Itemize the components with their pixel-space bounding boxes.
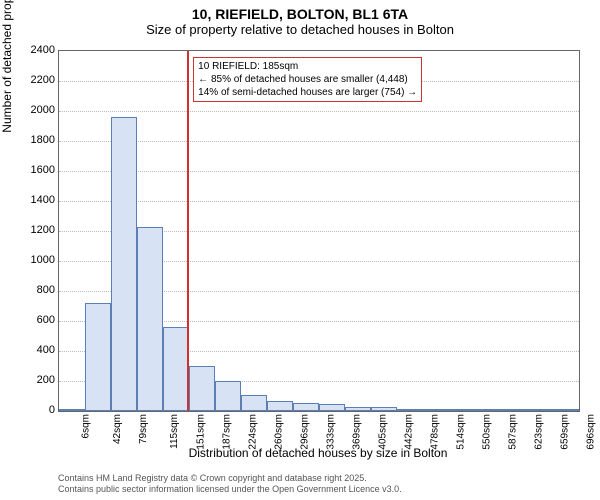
gridline — [59, 201, 579, 202]
x-tick-label: 296sqm — [300, 414, 311, 450]
x-tick-label: 333sqm — [326, 414, 337, 450]
histogram-bar — [449, 409, 475, 411]
y-tick-label: 1800 — [15, 134, 55, 146]
histogram-bar — [397, 409, 423, 411]
plot-area: 10 RIEFIELD: 185sqm← 85% of detached hou… — [58, 50, 580, 412]
histogram-bar — [553, 409, 579, 411]
footer-line-2: Contains public sector information licen… — [58, 484, 402, 496]
x-tick-label: 514sqm — [456, 414, 467, 450]
gridline — [59, 111, 579, 112]
x-tick-label: 587sqm — [508, 414, 519, 450]
y-tick-label: 600 — [15, 314, 55, 326]
histogram-bar — [267, 401, 293, 412]
x-tick-label: 478sqm — [430, 414, 441, 450]
y-tick-label: 2200 — [15, 74, 55, 86]
chart-title-main: 10, RIEFIELD, BOLTON, BL1 6TA — [0, 0, 600, 22]
y-tick-label: 0 — [15, 404, 55, 416]
y-tick-label: 200 — [15, 374, 55, 386]
x-tick-label: 260sqm — [274, 414, 285, 450]
x-tick-label: 369sqm — [352, 414, 363, 450]
footer-line-1: Contains HM Land Registry data © Crown c… — [58, 473, 402, 485]
x-tick-label: 187sqm — [222, 414, 233, 450]
histogram-bar — [527, 409, 553, 411]
y-tick-label: 1200 — [15, 224, 55, 236]
gridline — [59, 141, 579, 142]
x-tick-label: 696sqm — [586, 414, 597, 450]
footer-text: Contains HM Land Registry data © Crown c… — [58, 473, 402, 496]
y-tick-label: 400 — [15, 344, 55, 356]
histogram-bar — [163, 327, 189, 411]
annotation-box: 10 RIEFIELD: 185sqm← 85% of detached hou… — [193, 57, 422, 102]
x-tick-label: 405sqm — [378, 414, 389, 450]
histogram-bar — [371, 407, 397, 412]
annotation-line-1: 10 RIEFIELD: 185sqm — [198, 60, 417, 73]
x-tick-label: 115sqm — [169, 414, 180, 449]
y-tick-label: 1000 — [15, 254, 55, 266]
gridline — [59, 171, 579, 172]
histogram-bar — [345, 407, 371, 412]
chart-container: 10, RIEFIELD, BOLTON, BL1 6TA Size of pr… — [0, 0, 600, 500]
histogram-bar — [59, 409, 85, 411]
annotation-line-2: ← 85% of detached houses are smaller (4,… — [198, 73, 417, 86]
y-tick-label: 2400 — [15, 44, 55, 56]
histogram-bar — [293, 403, 319, 411]
reference-line — [187, 51, 189, 411]
y-tick-label: 1600 — [15, 164, 55, 176]
x-tick-label: 6sqm — [80, 414, 91, 438]
y-axis-label: Number of detached properties — [0, 0, 14, 230]
x-tick-label: 151sqm — [196, 414, 207, 450]
y-tick-label: 800 — [15, 284, 55, 296]
histogram-bar — [475, 409, 501, 411]
x-tick-label: 79sqm — [138, 414, 149, 444]
histogram-bar — [137, 227, 163, 412]
x-tick-label: 659sqm — [560, 414, 571, 450]
histogram-bar — [501, 409, 527, 411]
x-axis-label: Distribution of detached houses by size … — [58, 446, 578, 460]
histogram-bar — [215, 381, 241, 411]
x-tick-label: 224sqm — [248, 414, 259, 450]
x-tick-label: 623sqm — [534, 414, 545, 450]
y-tick-label: 2000 — [15, 104, 55, 116]
histogram-bar — [319, 404, 345, 412]
x-tick-label: 550sqm — [482, 414, 493, 450]
histogram-bar — [423, 409, 449, 411]
y-tick-label: 1400 — [15, 194, 55, 206]
histogram-bar — [111, 117, 137, 411]
x-tick-label: 442sqm — [404, 414, 415, 450]
annotation-line-3: 14% of semi-detached houses are larger (… — [198, 86, 417, 99]
histogram-bar — [241, 395, 267, 412]
histogram-bar — [85, 303, 111, 411]
chart-title-sub: Size of property relative to detached ho… — [0, 22, 600, 41]
x-tick-label: 42sqm — [112, 414, 123, 444]
histogram-bar — [189, 366, 215, 411]
